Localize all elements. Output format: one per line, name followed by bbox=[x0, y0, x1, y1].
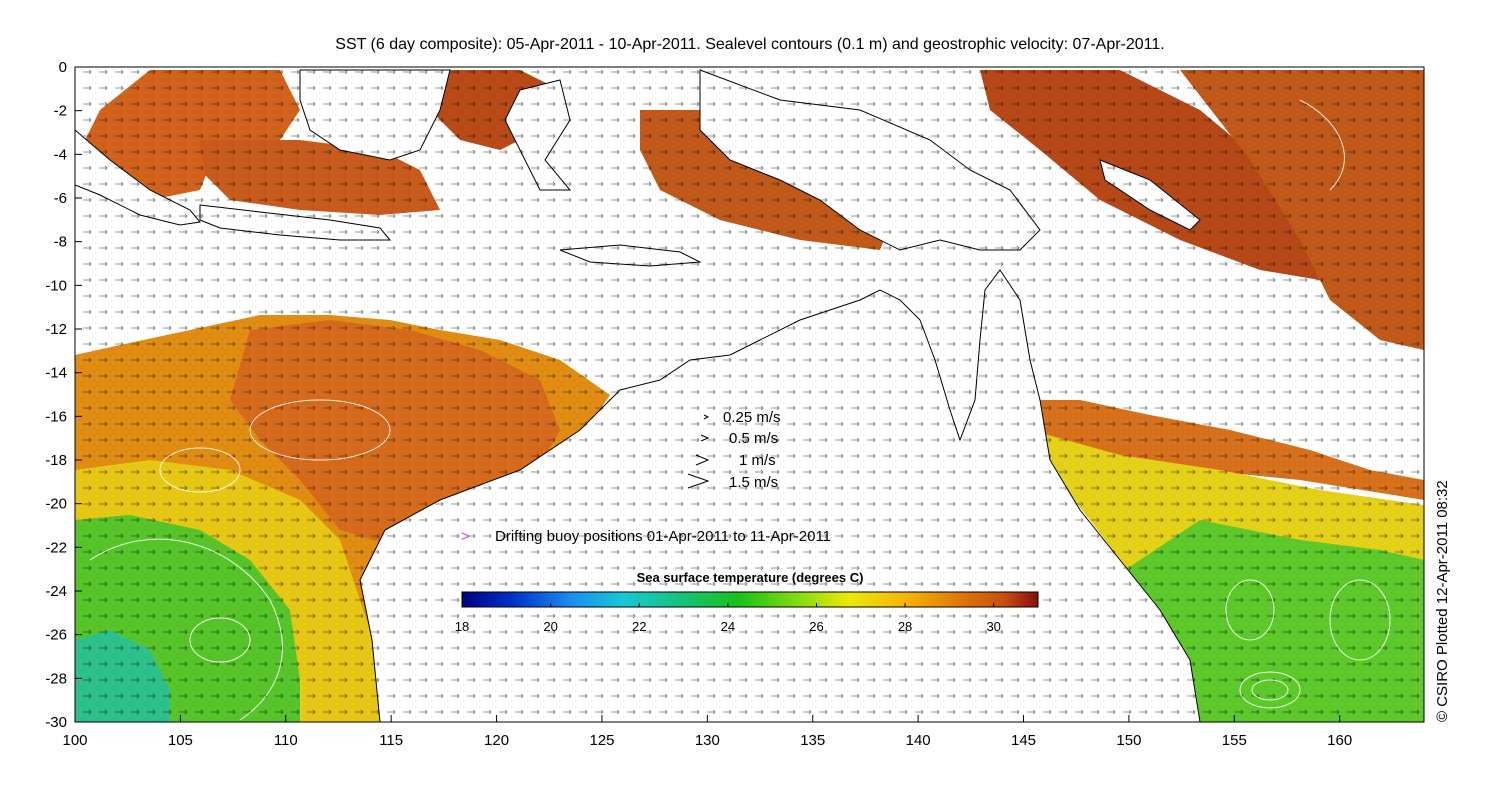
colorbar-tick-label: 18 bbox=[455, 619, 469, 634]
velocity-arrow-icon bbox=[695, 454, 710, 466]
velocity-legend-item: 0.25 m/s bbox=[703, 409, 781, 426]
y-tick-label: -2 bbox=[54, 103, 67, 120]
velocity-legend-item: 1.5 m/s bbox=[687, 473, 778, 491]
buoy-legend: > Drifting buoy positions 01-Apr-2011 to… bbox=[461, 528, 831, 545]
x-tick-label: 160 bbox=[1327, 732, 1352, 749]
velocity-arrow-icon bbox=[700, 434, 710, 442]
x-tick-label: 155 bbox=[1222, 732, 1247, 749]
sealevel-contours bbox=[89, 99, 1391, 721]
velocity-legend-item: 1 m/s bbox=[695, 452, 776, 469]
y-tick-label: -26 bbox=[45, 627, 67, 644]
colorbar-tick-label: 28 bbox=[898, 619, 912, 634]
colorbar-ticks: 18 20 22 24 26 28 30 bbox=[455, 603, 1001, 634]
y-tick-label: -6 bbox=[54, 190, 67, 207]
y-axis: 0 -2 -4 -6 -8 -10 -12 -14 -16 -18 -20 -22 -24 -26 -28 -… bbox=[45, 59, 82, 731]
colorbar-tick-label: 24 bbox=[721, 619, 735, 634]
y-tick-label: -8 bbox=[54, 234, 67, 251]
y-tick-label: -24 bbox=[45, 583, 67, 600]
colorbar-tick-label: 26 bbox=[809, 619, 823, 634]
y-tick-label: -30 bbox=[45, 714, 67, 731]
x-tick-label: 135 bbox=[800, 732, 825, 749]
x-tick-label: 105 bbox=[168, 732, 193, 749]
velocity-legend: 0.25 m/s 0.5 m/s 1 m/s 1.5 m/s bbox=[687, 409, 781, 491]
velocity-legend-label: 0.25 m/s bbox=[723, 409, 781, 426]
y-tick-label: -10 bbox=[45, 277, 67, 294]
colorbar-title: Sea surface temperature (degrees C) bbox=[637, 570, 864, 585]
x-tick-label: 120 bbox=[484, 732, 509, 749]
velocity-legend-label: 0.5 m/s bbox=[729, 430, 778, 447]
velocity-legend-item: 0.5 m/s bbox=[700, 430, 778, 447]
x-axis: 100 105 110 115 120 125 130 135 140 145 150 155 160 bbox=[62, 715, 1352, 749]
y-tick-label: -28 bbox=[45, 670, 67, 687]
velocity-legend-label: 1.5 m/s bbox=[729, 474, 778, 491]
buoy-legend-label: Drifting buoy positions 01-Apr-2011 to 1… bbox=[495, 528, 831, 545]
y-tick-label: -18 bbox=[45, 452, 67, 469]
colorbar-tick-label: 22 bbox=[632, 619, 646, 634]
plotted-credit: © CSIRO Plotted 12-Apr-2011 08:32 bbox=[1434, 480, 1451, 722]
buoy-symbol-icon: > bbox=[461, 528, 470, 545]
colorbar-gradient bbox=[461, 591, 1039, 608]
y-tick-label: -12 bbox=[45, 321, 67, 338]
x-tick-label: 115 bbox=[379, 732, 403, 749]
colorbar-tick-label: 30 bbox=[986, 619, 1000, 634]
map-title: SST (6 day composite): 05-Apr-2011 - 10-… bbox=[335, 36, 1165, 53]
y-tick-label: 0 bbox=[59, 59, 67, 76]
velocity-arrow-field bbox=[75, 67, 1424, 722]
x-tick-label: 100 bbox=[62, 732, 87, 749]
velocity-arrow-icon bbox=[703, 414, 710, 420]
velocity-legend-label: 1 m/s bbox=[739, 452, 776, 469]
x-tick-label: 150 bbox=[1116, 732, 1141, 749]
y-tick-label: -22 bbox=[45, 539, 67, 556]
y-tick-label: -14 bbox=[45, 365, 67, 382]
colorbar: Sea surface temperature (degrees C) 18 20… bbox=[455, 570, 1039, 634]
velocity-arrow-icon bbox=[687, 473, 710, 489]
x-tick-label: 145 bbox=[1011, 732, 1036, 749]
y-tick-label: -16 bbox=[45, 408, 67, 425]
x-tick-label: 125 bbox=[589, 732, 614, 749]
x-tick-label: 130 bbox=[695, 732, 720, 749]
y-tick-label: -20 bbox=[45, 496, 67, 513]
plot-frame bbox=[74, 66, 1425, 723]
x-tick-label: 110 bbox=[274, 732, 298, 749]
x-tick-label: 140 bbox=[906, 732, 931, 749]
colorbar-tick-label: 20 bbox=[543, 619, 557, 634]
y-tick-label: -4 bbox=[54, 146, 67, 163]
